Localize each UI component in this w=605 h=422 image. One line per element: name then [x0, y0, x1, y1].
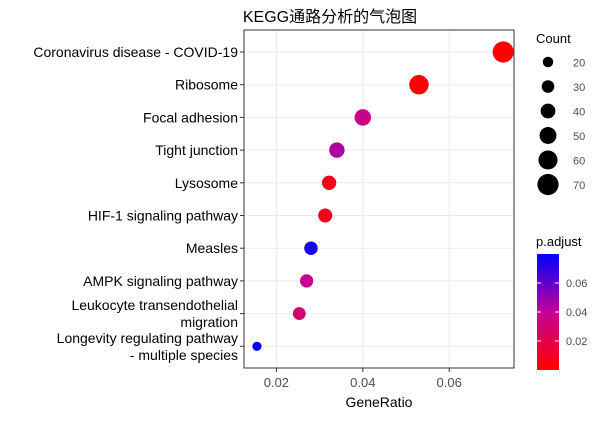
y-tick-label: AMPK signaling pathway — [83, 273, 238, 289]
y-tick-label: Longevity regulating pathway — [57, 330, 238, 346]
y-tick-label: Focal adhesion — [143, 109, 238, 125]
x-tick-label: 0.04 — [350, 375, 375, 390]
data-point — [492, 41, 514, 63]
x-tick-label: 0.06 — [437, 375, 462, 390]
size-legend-key — [538, 150, 558, 170]
chart-title: KEGG通路分析的气泡图 — [243, 8, 417, 26]
x-tick-label: 0.02 — [264, 375, 289, 390]
data-points — [252, 41, 514, 351]
color-legend-label: 0.02 — [566, 336, 587, 348]
size-legend-key — [541, 80, 555, 93]
y-tick-label: migration — [180, 314, 238, 330]
y-tick-label: Tight junction — [155, 142, 238, 158]
x-axis-title: GeneRatio — [346, 394, 413, 410]
data-point — [252, 341, 262, 351]
size-legend-key — [539, 127, 557, 144]
size-legend-label: 50 — [573, 131, 585, 143]
data-point — [329, 142, 345, 158]
data-point — [354, 109, 372, 126]
y-axis-labels: Coronavirus disease - COVID-19 Ribosome Fo… — [33, 44, 244, 363]
size-legend-key — [537, 173, 559, 196]
color-legend-label: 0.04 — [566, 307, 587, 319]
color-legend: p.adjust 0.02 0.04 0.06 — [536, 234, 587, 370]
y-tick-label: - multiple species — [130, 347, 238, 363]
color-legend-title: p.adjust — [536, 234, 582, 249]
size-legend-label: 20 — [573, 58, 585, 70]
data-point — [318, 208, 333, 223]
color-legend-label: 0.06 — [566, 278, 587, 290]
plot-panel — [244, 30, 514, 368]
size-legend-label: 60 — [573, 156, 585, 168]
size-legend-label: 30 — [573, 82, 585, 94]
size-legend-label: 40 — [573, 107, 585, 119]
y-tick-label: Coronavirus disease - COVID-19 — [33, 44, 238, 60]
y-tick-label: Leukocyte transendothelial — [71, 297, 238, 313]
data-point — [292, 307, 306, 321]
y-tick-label: Ribosome — [175, 77, 238, 93]
y-tick-label: Lysosome — [175, 175, 239, 191]
data-point — [409, 74, 429, 95]
size-legend: Count 20 30 40 50 60 70 — [536, 31, 585, 196]
size-legend-label: 70 — [573, 180, 585, 192]
y-tick-label: HIF-1 signaling pathway — [88, 208, 238, 224]
grid-lines — [244, 30, 514, 368]
data-point — [321, 175, 337, 190]
color-scale-bar — [537, 254, 559, 370]
plot-border — [243, 29, 515, 369]
size-legend-title: Count — [536, 31, 571, 46]
x-axis-ticks: 0.02 0.04 0.06 — [264, 368, 462, 390]
size-legend-key — [542, 56, 554, 68]
data-point — [304, 241, 318, 255]
data-point — [300, 274, 314, 288]
size-legend-key — [540, 103, 556, 119]
y-tick-label: Measles — [186, 240, 238, 256]
